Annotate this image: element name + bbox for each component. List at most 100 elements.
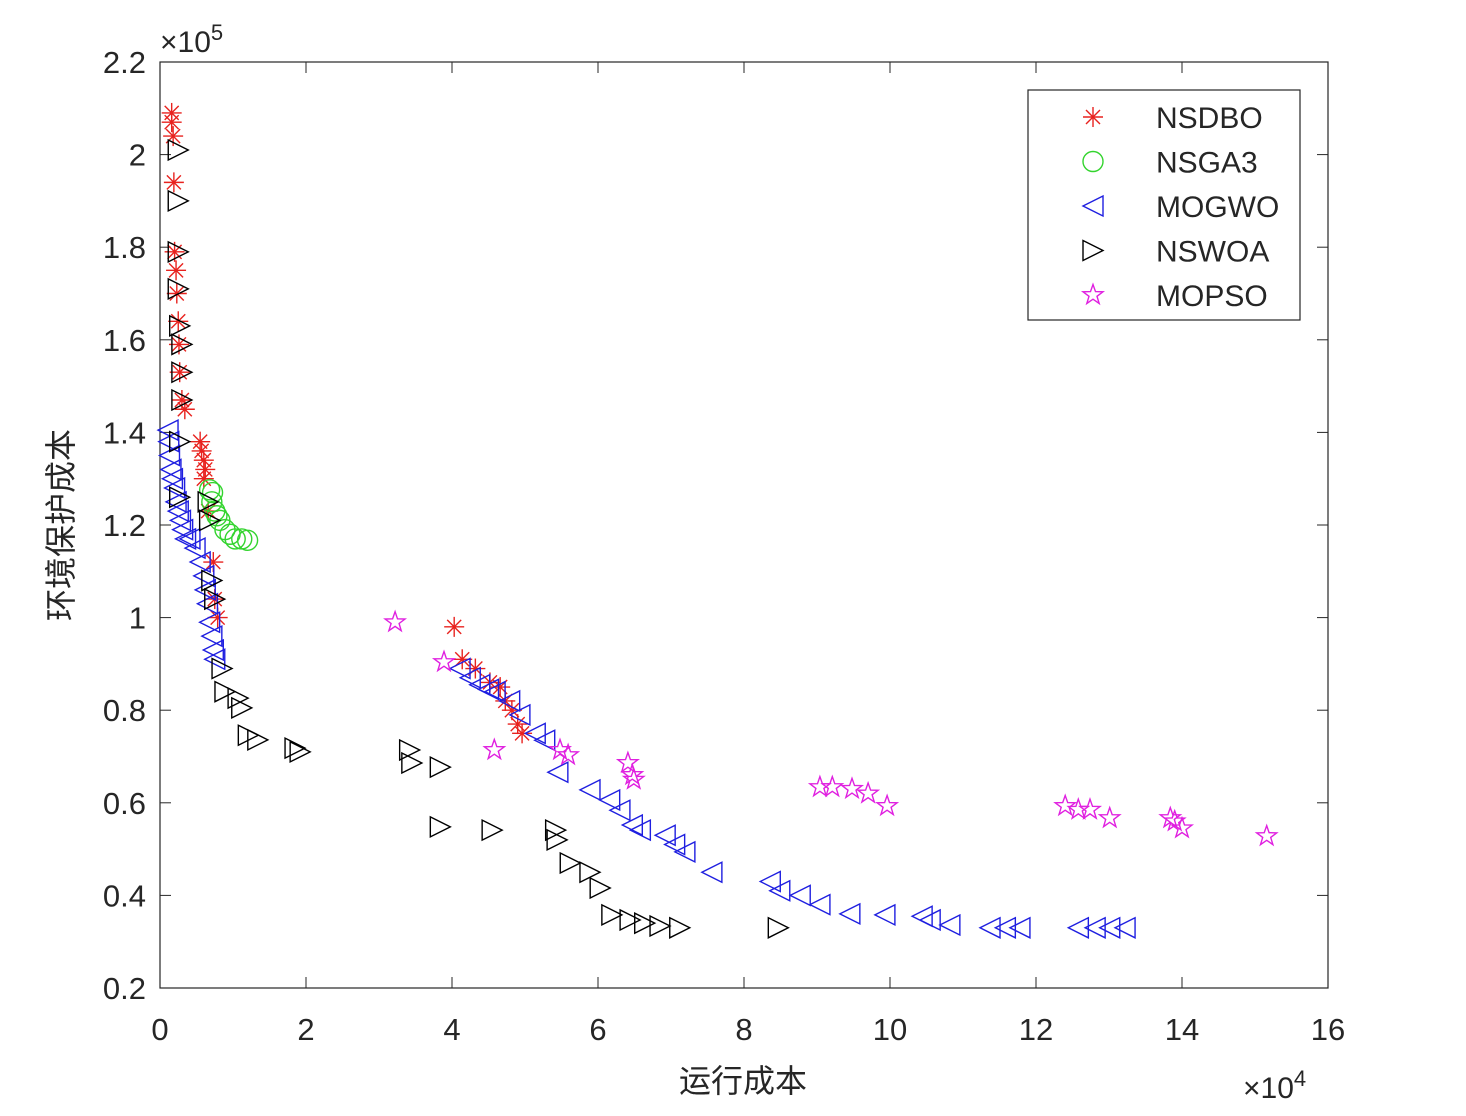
data-point-mogwo [156,418,179,442]
axis-ticks [159,61,1329,989]
y-tick-label: 0.4 [103,878,146,913]
data-point-mogwo [533,729,556,752]
legend-item-mogwo: MOGWO [1081,191,1279,224]
data-point-nswoa [289,740,312,764]
data-point-mogwo [163,476,186,500]
data-point-mogwo [476,678,500,701]
series-nsga3 [198,479,259,551]
data-point-mogwo [178,527,201,551]
legend-marker-triangle-right-icon [1082,239,1105,262]
data-point-nswoa [546,828,569,851]
x-tick-label: 0 [151,1012,168,1047]
data-point-nsdbo [190,431,211,452]
data-point-mopso [1097,805,1122,829]
data-point-nswoa [481,818,504,842]
legend-label: NSDBO [1156,102,1263,135]
data-point-nswoa [429,815,452,839]
y-tick-labels: 0.2 0.4 0.6 0.8 1 1.2 1.4 1.6 1.8 2 2.2 [103,45,146,1006]
data-point-mogwo [838,902,861,926]
data-point-mogwo [1008,916,1031,939]
y-tick-label: 0.8 [103,693,146,728]
data-point-mogwo [628,818,652,842]
x-tick-label: 12 [1019,1012,1053,1047]
x-tick-label: 6 [589,1012,606,1047]
legend-item-nswoa: NSWOA [1082,236,1269,269]
data-point-mogwo [620,813,644,837]
data-point-nswoa [649,914,672,938]
data-point-nswoa [398,738,422,762]
data-point-nswoa [559,851,582,875]
x-tick-label: 16 [1311,1012,1345,1047]
data-point-mopso [620,762,645,786]
data-point-nsdbo [166,260,187,281]
data-point-mogwo [788,884,811,907]
legend-label: MOGWO [1156,191,1279,224]
data-point-nsdbo [191,440,212,461]
data-point-nsga3 [198,479,221,501]
series-mopso [383,609,1279,847]
data-point-mopso [482,737,507,761]
data-point-nswoa [669,916,692,939]
data-points [156,102,1279,939]
legend-marker-pentagram-icon [1080,282,1106,306]
data-point-mogwo [978,916,1001,939]
data-point-nswoa [619,908,642,932]
x-tick-label: 2 [297,1012,314,1047]
y-tick-label: 0.2 [103,971,146,1006]
data-point-mogwo [1113,916,1136,939]
data-point-nswoa [204,587,227,611]
data-point-nswoa [198,509,222,532]
data-point-mogwo [188,550,211,574]
legend-box [1027,89,1301,321]
y-tick-label: 0.6 [103,786,146,821]
data-point-mogwo [578,778,601,801]
data-point-mopso [556,742,581,766]
series-nswoa [167,138,790,939]
legend-item-nsga3: NSGA3 [1082,147,1258,180]
data-point-nsdbo [174,399,195,420]
data-point-nswoa [167,240,190,263]
legend-marker-asterisk-icon [1083,107,1103,127]
data-point-nsga3 [224,528,246,550]
legend-label: NSWOA [1156,236,1269,269]
data-point-nswoa [211,657,234,680]
data-point-mogwo [458,666,481,689]
data-point-mogwo [598,788,621,812]
data-point-mogwo [508,703,531,726]
data-point-nsga3 [201,491,223,513]
legend-item-mopso: MOPSO [1080,280,1268,313]
data-point-nsdbo [168,311,189,332]
data-point-mogwo [918,908,941,932]
data-point-mopso [820,774,845,798]
data-point-nswoa [284,737,307,760]
legend-marker-circle-icon [1082,150,1104,173]
data-point-mogwo [198,611,221,634]
data-point-nswoa [169,314,192,338]
data-point-nsdbo [171,389,192,410]
y-tick-label: 1 [129,601,146,636]
data-point-mopso [840,776,865,800]
data-point-nsdbo [465,658,486,679]
data-point-nsdbo [169,362,190,383]
x-tick-labels: 0 2 4 6 8 10 12 14 16 [151,1012,1345,1047]
data-point-nswoa [171,333,194,356]
legend-marker-triangle-left-icon [1081,194,1104,218]
data-point-mopso [615,750,640,774]
legend-label: MOPSO [1156,280,1268,313]
data-point-mopso [1053,793,1078,817]
data-point-nsdbo [193,468,214,489]
data-point-mogwo [673,840,696,864]
data-point-mogwo [498,689,521,713]
data-point-mopso [621,766,646,790]
y-tick-label: 2 [129,138,146,173]
legend: NSDBO NSGA3 MOGWO NSWOA MOPSO [1027,89,1301,321]
data-point-nswoa [169,430,192,453]
data-point-nswoa [767,916,790,939]
data-point-mogwo [1083,916,1106,939]
data-point-nswoa [214,680,237,703]
x-tick-label: 14 [1165,1012,1199,1047]
data-point-mogwo [758,870,781,893]
data-point-mogwo [483,680,506,703]
data-point-mogwo [1098,916,1121,939]
